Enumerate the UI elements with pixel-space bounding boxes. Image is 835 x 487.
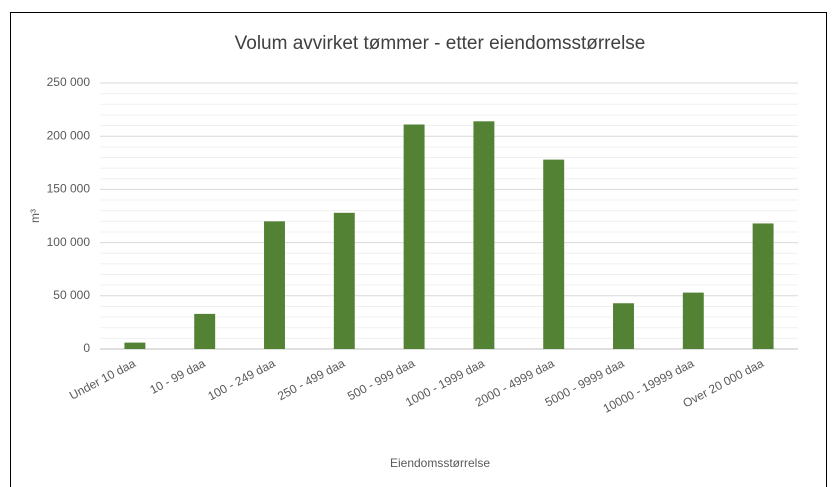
bar [403,124,425,349]
bar [473,121,495,349]
bar [264,221,285,349]
bar [194,313,216,349]
bar [682,292,704,349]
y-tick-label: 0 [83,341,90,355]
y-tick-label: 50 000 [53,288,90,302]
bar [333,212,355,349]
y-tick-label: 250 000 [47,75,91,89]
x-axis-label: Eiendomsstørrelse [390,456,490,470]
y-tick-label: 150 000 [47,182,91,196]
y-axis-label: m³ [28,209,42,223]
bar [752,223,774,349]
y-tick-label: 100 000 [47,235,91,249]
bar [543,159,565,349]
bar [124,342,146,349]
chart-title: Volum avvirket tømmer - etter eiendomsst… [235,33,646,54]
y-tick-label: 200 000 [47,128,91,142]
bar [613,303,634,349]
